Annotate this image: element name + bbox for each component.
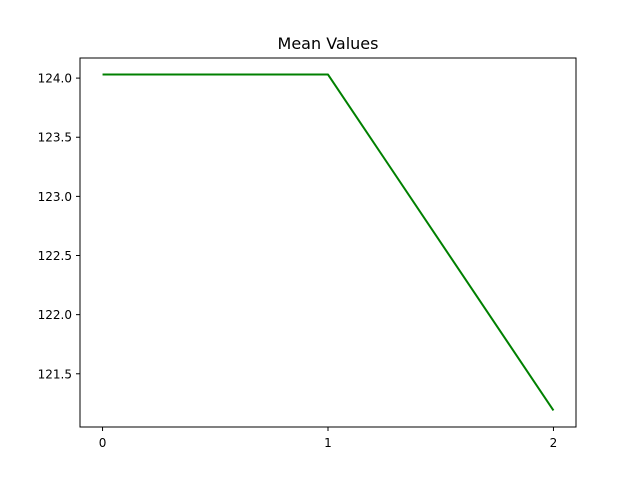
series-line-0	[102, 73, 555, 411]
plot-area	[102, 73, 555, 411]
x-axis: 0 1 2	[99, 427, 558, 450]
y-tick-label: 124.0	[38, 72, 72, 86]
y-axis: 121.5 122.0 122.5 123.0 123.5 124.0	[38, 72, 80, 381]
x-tick-label: 2	[550, 436, 558, 450]
y-tick-label: 122.0	[38, 308, 72, 322]
y-tick-label: 121.5	[38, 367, 72, 381]
y-tick-label: 123.0	[38, 190, 72, 204]
axes-frame	[79, 57, 577, 428]
y-tick-label: 123.5	[38, 131, 72, 145]
x-tick-label: 0	[99, 436, 107, 450]
x-tick-label: 1	[324, 436, 332, 450]
chart-title: Mean Values	[278, 34, 379, 53]
y-tick-label: 122.5	[38, 249, 72, 263]
